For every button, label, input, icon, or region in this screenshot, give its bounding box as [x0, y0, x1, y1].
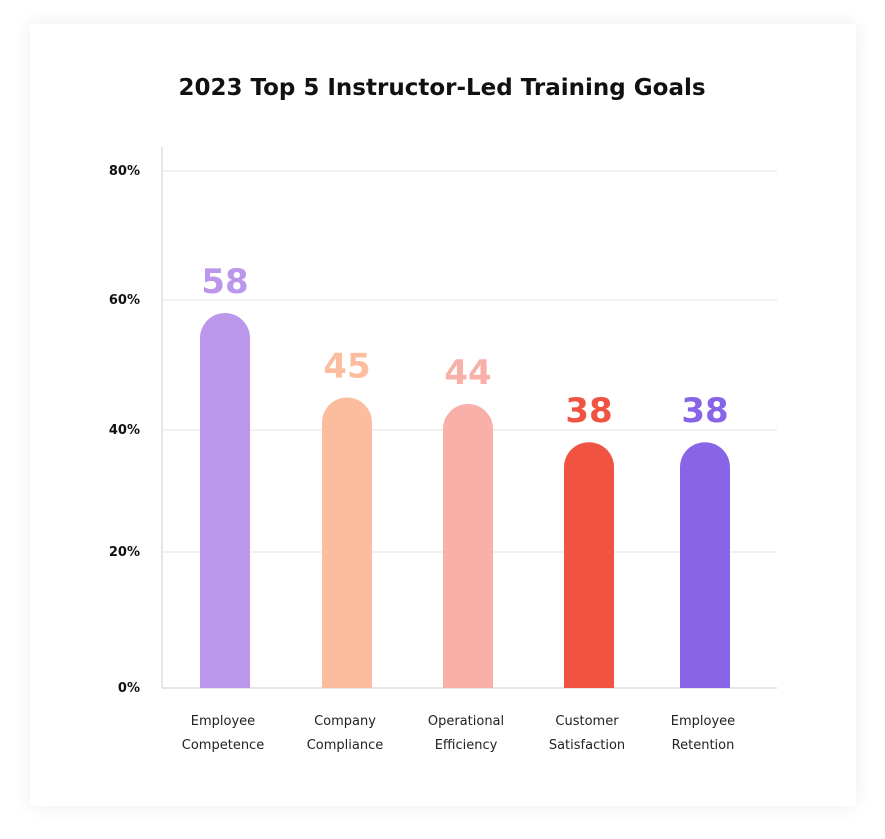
data-label: 44 — [444, 353, 491, 393]
x-tick-label: Competence — [182, 738, 264, 753]
bar — [200, 313, 250, 688]
x-tick-label: Employee — [191, 714, 255, 729]
data-label: 45 — [323, 347, 370, 387]
data-label: 38 — [565, 391, 612, 431]
chart-title: 2023 Top 5 Instructor-Led Training Goals — [178, 75, 705, 101]
y-tick-label: 0% — [118, 681, 140, 696]
y-tick-label: 60% — [109, 293, 140, 308]
x-tick-label: Retention — [672, 738, 735, 753]
bar — [680, 442, 730, 688]
y-tick-label: 20% — [109, 545, 140, 560]
x-tick-label: Company — [314, 714, 376, 729]
data-label: 38 — [681, 391, 728, 431]
bar — [443, 404, 493, 688]
x-tick-label: Compliance — [307, 738, 384, 753]
x-tick-label: Satisfaction — [549, 738, 625, 753]
bar — [564, 442, 614, 688]
x-tick-label: Employee — [671, 714, 735, 729]
bar — [322, 397, 372, 688]
data-label: 58 — [201, 262, 248, 302]
y-tick-label: 40% — [109, 423, 140, 438]
x-tick-label: Efficiency — [435, 738, 498, 753]
x-tick-label: Operational — [428, 714, 504, 729]
y-tick-label: 80% — [109, 164, 140, 179]
x-tick-label: Customer — [555, 714, 619, 729]
